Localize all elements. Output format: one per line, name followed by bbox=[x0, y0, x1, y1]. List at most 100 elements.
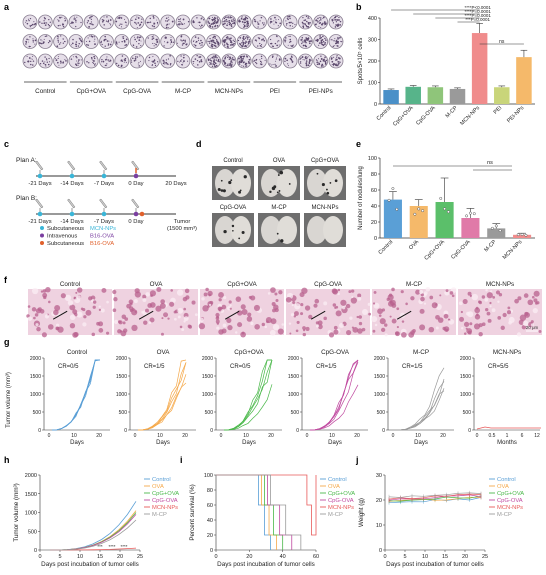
well-spot bbox=[299, 58, 301, 60]
tissue-cell bbox=[465, 327, 468, 330]
well-spot bbox=[93, 36, 95, 38]
well-spot bbox=[86, 22, 89, 24]
well-spot bbox=[180, 64, 183, 66]
well-spot bbox=[248, 58, 251, 61]
well-spot bbox=[125, 38, 128, 41]
well-spot bbox=[299, 39, 301, 41]
well-spot bbox=[152, 42, 154, 45]
well-spot bbox=[287, 44, 289, 46]
x-tick-label: 20 bbox=[462, 554, 468, 560]
well-spot bbox=[207, 21, 210, 23]
well-spot bbox=[162, 62, 165, 65]
well-spot bbox=[121, 26, 123, 28]
well-spot bbox=[197, 37, 200, 39]
x-tick-label: 20 bbox=[182, 433, 188, 439]
well-spot bbox=[215, 64, 218, 67]
tissue-cell bbox=[351, 296, 354, 299]
well-spot bbox=[124, 44, 126, 46]
well-spot bbox=[153, 25, 156, 28]
well-spot bbox=[337, 36, 339, 39]
well-spot bbox=[292, 22, 294, 24]
well-spot bbox=[39, 21, 41, 23]
well-spot bbox=[230, 65, 233, 67]
well-spot bbox=[324, 41, 326, 44]
legend-value: B16-OVA bbox=[90, 234, 114, 240]
well-spot bbox=[75, 19, 77, 22]
tissue-cell bbox=[506, 310, 512, 315]
well-spot bbox=[302, 25, 304, 28]
tissue-cell bbox=[126, 303, 131, 309]
tissue-cell bbox=[350, 289, 355, 293]
tissue-cell bbox=[299, 292, 305, 298]
well-spot bbox=[109, 24, 112, 26]
well-spot bbox=[59, 60, 62, 63]
well-spot bbox=[272, 55, 274, 58]
well-spot bbox=[229, 16, 232, 18]
well-spot bbox=[233, 21, 236, 24]
well bbox=[83, 53, 99, 69]
well-spot bbox=[315, 19, 318, 21]
y-tick-label: 400 bbox=[368, 16, 377, 22]
well-spot bbox=[270, 43, 272, 45]
group-label: PEI-NPs bbox=[309, 88, 333, 95]
well-spot bbox=[193, 60, 195, 62]
well-spot bbox=[243, 26, 245, 28]
well-spot bbox=[75, 63, 77, 66]
well-spot bbox=[153, 59, 156, 62]
well-spot bbox=[182, 39, 185, 41]
syringe-icon bbox=[35, 160, 44, 171]
tissue-cell bbox=[76, 287, 83, 293]
well-spot bbox=[107, 44, 110, 46]
tissue-cell bbox=[288, 322, 292, 325]
lung-label: MCN-NPs bbox=[312, 205, 339, 211]
well-spot bbox=[243, 65, 245, 67]
well-spot bbox=[32, 60, 35, 62]
well-spot bbox=[275, 65, 277, 67]
tissue-cell bbox=[247, 312, 252, 317]
tissue-cell bbox=[439, 294, 442, 297]
tissue-cell bbox=[380, 327, 386, 333]
tissue-cell bbox=[487, 318, 492, 323]
well-spot bbox=[201, 41, 203, 44]
well-spot bbox=[301, 56, 304, 58]
well-spot bbox=[45, 58, 48, 60]
well-spot bbox=[317, 61, 319, 64]
well-spot bbox=[213, 63, 216, 66]
well-spot bbox=[233, 58, 235, 60]
tissue-cell bbox=[253, 304, 261, 311]
data-point bbox=[490, 226, 494, 230]
day-label: -7 Days bbox=[94, 219, 114, 225]
well-spot bbox=[151, 64, 154, 66]
well-spot bbox=[226, 64, 228, 66]
well-spot bbox=[102, 60, 104, 62]
tissue-cell bbox=[524, 311, 529, 316]
well-spot bbox=[75, 21, 77, 23]
tissue-cell bbox=[31, 287, 39, 295]
tissue-cell bbox=[177, 307, 184, 314]
tissue-cell bbox=[208, 293, 211, 297]
well-spot bbox=[45, 64, 47, 66]
well-spot bbox=[305, 41, 307, 44]
end-label-2: (1500 mm³) bbox=[167, 226, 197, 232]
well-spot bbox=[34, 39, 37, 42]
well-spot bbox=[184, 39, 186, 42]
well-spot bbox=[87, 19, 90, 22]
well-spot bbox=[224, 57, 226, 60]
well-spot bbox=[103, 38, 106, 41]
well-spot bbox=[214, 37, 216, 39]
x-tick-label: 0 bbox=[214, 554, 217, 560]
well-spot bbox=[185, 43, 188, 46]
tissue-cell bbox=[358, 315, 362, 319]
well-spot bbox=[121, 59, 123, 61]
y-tick-label: 0 bbox=[296, 428, 299, 434]
well-spot bbox=[92, 62, 95, 64]
well-spot bbox=[78, 37, 80, 39]
well-spot bbox=[133, 36, 135, 38]
well-spot bbox=[90, 15, 92, 18]
well-spot bbox=[26, 55, 28, 57]
well-spot bbox=[304, 39, 306, 41]
well-spot bbox=[212, 55, 215, 57]
well-spot bbox=[24, 61, 26, 64]
well-spot bbox=[324, 23, 327, 25]
